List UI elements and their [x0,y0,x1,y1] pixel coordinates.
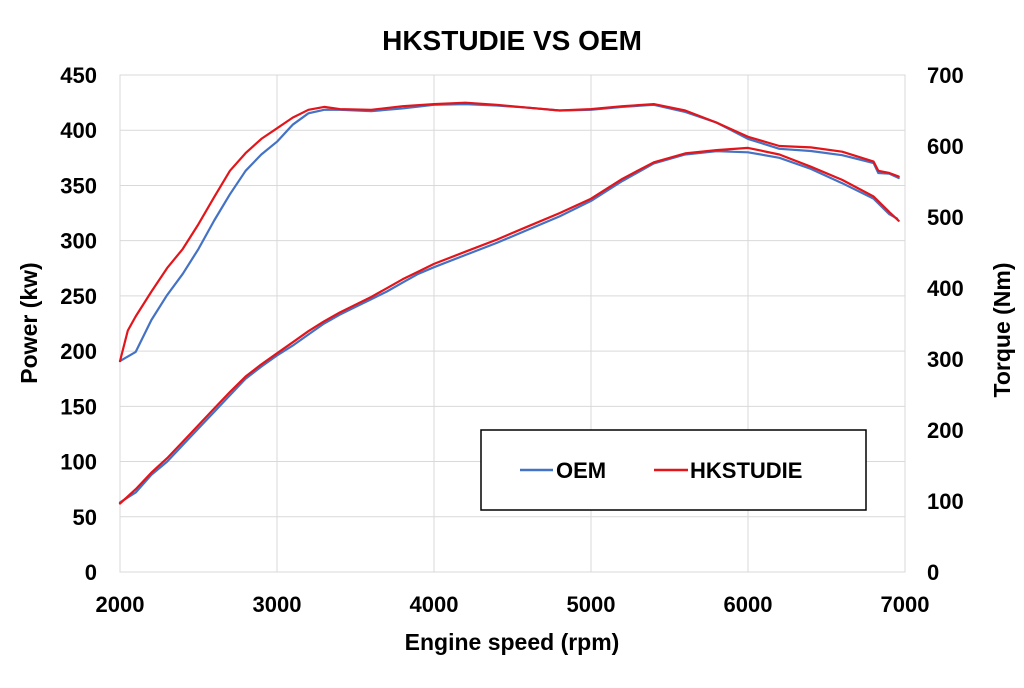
y-axis-left-label: Power (kw) [16,262,42,383]
y-right-tick-label: 600 [927,134,964,159]
x-tick-label: 7000 [881,592,930,617]
series-line-hkstudie-power [118,146,900,505]
y-right-tick-label: 0 [927,560,939,585]
y-left-tick-label: 0 [85,560,97,585]
y-axis-right-label: Torque (Nm) [989,262,1015,397]
legend-oem-label: OEM [556,458,606,483]
y-right-tick-label: 400 [927,276,964,301]
y-axis-right-ticks: 0 100 200 300 400 500 600 700 [927,63,964,585]
x-tick-label: 6000 [724,592,773,617]
x-tick-label: 2000 [96,592,145,617]
y-right-tick-label: 700 [927,63,964,88]
y-left-tick-label: 300 [60,229,97,254]
x-tick-label: 5000 [567,592,616,617]
series-line-hkstudie-torque [118,101,900,363]
y-left-tick-label: 400 [60,118,97,143]
y-right-tick-label: 100 [927,489,964,514]
y-left-tick-label: 350 [60,173,97,198]
series-line-oem-torque [118,102,900,363]
legend-hkstudie-label: HKSTUDIE [690,458,802,483]
x-tick-label: 4000 [410,592,459,617]
plot-area-border [119,74,906,573]
y-left-tick-label: 250 [60,284,97,309]
y-axis-left-ticks: 0 50 100 150 200 250 300 350 400 450 [60,63,97,585]
y-left-tick-label: 50 [73,505,97,530]
x-tick-label: 3000 [253,592,302,617]
y-left-tick-label: 150 [60,394,97,419]
y-left-tick-label: 200 [60,339,97,364]
y-left-tick-label: 100 [60,450,97,475]
y-right-tick-label: 200 [927,418,964,443]
y-right-tick-label: 300 [927,347,964,372]
legend: OEM HKSTUDIE [480,429,867,511]
chart-title: HKSTUDIE VS OEM [382,25,642,56]
x-axis-ticks: 2000 3000 4000 5000 6000 7000 [96,592,930,617]
series-line-oem-power [118,150,899,504]
series-lines [118,101,900,505]
y-right-tick-label: 500 [927,205,964,230]
x-axis-label: Engine speed (rpm) [405,629,620,655]
y-left-tick-label: 450 [60,63,97,88]
